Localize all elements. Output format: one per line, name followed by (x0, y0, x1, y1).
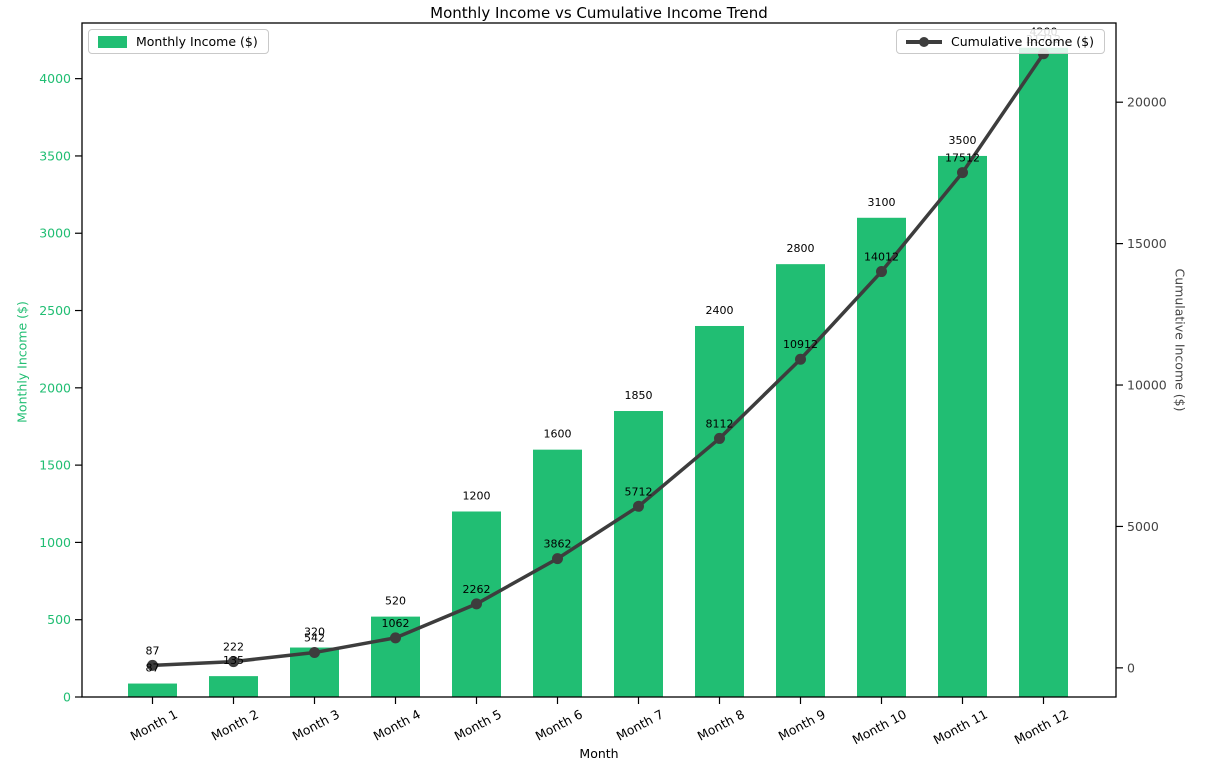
legend-monthly-income: Monthly Income ($) (88, 29, 269, 54)
cumulative-value-label: 17512 (945, 152, 980, 165)
cumulative-marker-month-8 (714, 432, 725, 444)
cumulative-value-label: 1062 (382, 617, 410, 630)
x-tick-label: Month 5 (452, 706, 504, 743)
cumulative-marker-month-9 (795, 353, 806, 365)
legend-cumulative-income-label: Cumulative Income ($) (951, 34, 1094, 49)
bar-month-1 (128, 683, 177, 697)
cumulative-value-label: 3862 (544, 538, 572, 551)
cumulative-value-label: 8112 (706, 417, 734, 430)
x-tick-label: Month 1 (128, 706, 180, 743)
bar-month-6 (533, 449, 582, 697)
bar-value-label: 1200 (463, 489, 491, 502)
bar-month-12 (1019, 47, 1068, 697)
bar-value-label: 1850 (625, 389, 653, 402)
plot-border (81, 22, 1117, 698)
x-tick-label: Month 8 (695, 706, 747, 743)
chart-title: Monthly Income vs Cumulative Income Tren… (430, 4, 768, 22)
cumulative-value-label: 14012 (864, 251, 899, 264)
left-tick-label: 3000 (39, 226, 71, 241)
x-tick-label: Month 3 (290, 706, 342, 743)
legend-cumulative-income: Cumulative Income ($) (896, 29, 1105, 54)
bar-month-11 (938, 155, 987, 698)
bar-value-label: 2400 (706, 304, 734, 317)
legend-monthly-income-label: Monthly Income ($) (136, 34, 258, 49)
x-tick-label: Month 4 (371, 706, 423, 743)
right-tick-label: 5000 (1127, 519, 1159, 534)
cumulative-value-label: 10912 (783, 338, 818, 351)
cumulative-marker-month-4 (390, 632, 401, 644)
right-tick-label: 0 (1127, 660, 1135, 675)
cumulative-marker-month-5 (471, 598, 482, 610)
bar-value-label: 520 (385, 595, 406, 608)
x-tick-label: Month 6 (533, 706, 585, 743)
cumulative-value-label: 222 (223, 641, 244, 654)
cumulative-marker-month-3 (309, 647, 320, 659)
x-tick-label: Month 2 (209, 706, 261, 743)
cumulative-marker-month-2 (228, 656, 239, 668)
x-tick-label: Month 11 (931, 706, 990, 747)
left-tick-label: 500 (47, 612, 71, 627)
cumulative-value-label: 5712 (625, 485, 653, 498)
bar-value-label: 320 (304, 626, 325, 639)
right-tick-label: 10000 (1127, 378, 1167, 393)
bar-month-9 (776, 264, 825, 697)
left-tick-label: 2000 (39, 380, 71, 395)
right-axis-title: Cumulative Income ($) (1172, 268, 1188, 412)
cumulative-line (152, 52, 1045, 668)
left-tick-label: 1000 (39, 535, 71, 550)
right-tick-label: 20000 (1127, 95, 1167, 110)
cumulative-value-label: 2262 (463, 583, 491, 596)
left-tick-label: 2500 (39, 303, 71, 318)
x-tick-label: Month 12 (1012, 706, 1071, 747)
cumulative-marker-month-6 (552, 553, 563, 565)
right-tick-label: 15000 (1127, 236, 1167, 251)
cumulative-value-label: 87 (146, 644, 160, 657)
left-tick-label: 4000 (39, 71, 71, 86)
x-tick-label: Month 9 (776, 706, 828, 743)
bar-month-2 (209, 676, 258, 697)
bar-month-8 (695, 325, 744, 697)
x-axis-title: Month (579, 746, 619, 761)
cumulative-marker-month-7 (633, 500, 644, 512)
cumulative-value-label: 542 (304, 632, 325, 645)
left-tick-label: 0 (63, 690, 71, 705)
bar-value-label: 3500 (949, 134, 977, 147)
cumulative-marker-month-1 (147, 659, 158, 671)
bar-month-10 (857, 217, 906, 697)
cumulative-marker-month-11 (957, 167, 968, 179)
bar-value-label: 135 (223, 654, 244, 667)
cumulative-marker-month-10 (876, 266, 887, 278)
left-axis-title: Monthly Income ($) (14, 301, 30, 423)
left-tick-label: 1500 (39, 458, 71, 473)
bar-value-label: 3100 (868, 196, 896, 209)
x-tick-label: Month 10 (850, 706, 909, 747)
left-tick-label: 3500 (39, 148, 71, 163)
bar-value-label: 87 (146, 662, 160, 675)
bar-value-label: 1600 (544, 428, 572, 441)
line-marker-swatch-icon (906, 35, 942, 49)
x-tick-label: Month 7 (614, 706, 666, 743)
bar-value-label: 2800 (787, 242, 815, 255)
bar-swatch-icon (98, 35, 127, 48)
bar-month-7 (614, 411, 663, 697)
